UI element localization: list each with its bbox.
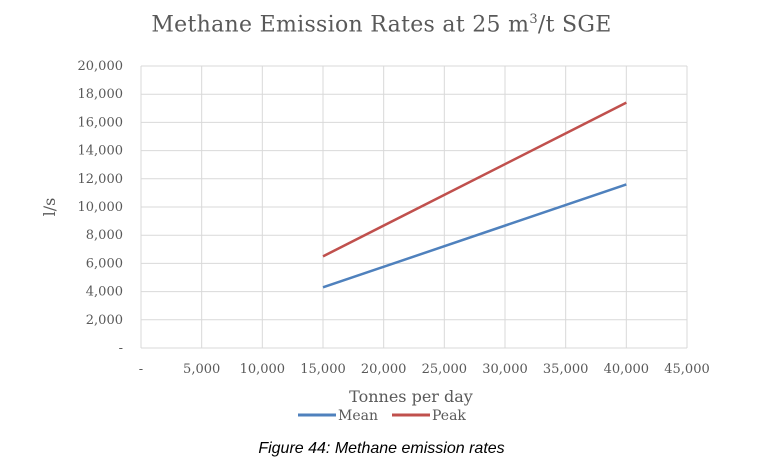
chart-title-main: Methane Emission Rates at 25 m [151,12,530,38]
x-tick-label: - [139,362,143,377]
series-line-peak [322,101,627,258]
x-tick-label: 20,000 [361,362,407,377]
y-tick-label: 8,000 [86,228,123,243]
y-tick-label: 2,000 [86,313,123,328]
legend: Mean Peak [298,408,466,424]
chart-title-superscript: 3 [529,12,538,27]
tick-labels: - 2,000 4,000 6,000 8,000 10,000 12,000 14,000 1… [78,59,710,377]
y-tick-label: 6,000 [86,256,123,271]
y-tick-label: 20,000 [78,59,124,74]
x-axis-label: Tonnes per day [349,387,473,406]
gridlines [140,65,688,349]
y-tick-label: 18,000 [78,87,124,102]
x-tick-label: 30,000 [482,362,528,377]
x-tick-label: 5,000 [183,362,220,377]
x-tick-label: 35,000 [543,362,589,377]
x-tick-label: 25,000 [422,362,468,377]
chart-title: Methane Emission Rates at 25 m3/t SGE [0,12,763,37]
x-tick-label: 15,000 [300,362,346,377]
chart-area: - 2,000 4,000 6,000 8,000 10,000 12,000 14,000 1… [40,59,710,424]
legend-label-peak: Peak [432,408,466,424]
y-tick-label: 12,000 [78,172,124,187]
y-axis-label: l/s [40,198,59,217]
y-tick-label: 10,000 [78,200,124,215]
x-tick-label: 10,000 [240,362,286,377]
y-tick-label: 4,000 [86,285,123,300]
legend-label-mean: Mean [338,408,378,424]
y-tick-label: 14,000 [78,144,124,159]
chart-title-tail: /t SGE [537,12,612,38]
y-tick-label: - [119,341,123,356]
x-tick-label: 40,000 [604,362,650,377]
figure-caption: Figure 44: Methane emission rates [258,440,505,457]
series-line-mean [322,183,627,289]
series-lines [322,101,627,289]
x-tick-label: 45,000 [664,362,710,377]
y-tick-label: 16,000 [78,115,124,130]
